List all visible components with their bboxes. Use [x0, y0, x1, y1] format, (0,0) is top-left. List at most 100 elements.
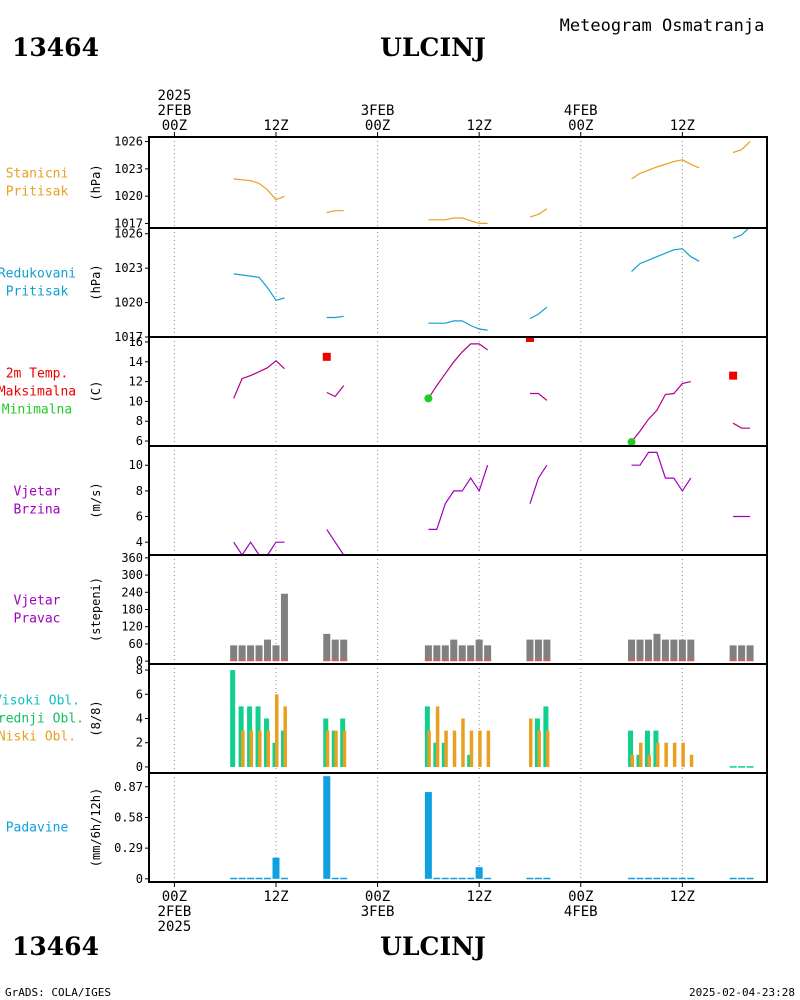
wind-dir-bar [264, 639, 272, 662]
y-tick-label: 8 [136, 663, 143, 677]
panel-wind-speed: 4 6 8 10 (m/s) Vjetar Brzina [14, 445, 768, 556]
precip-bar [644, 877, 652, 880]
y-tick-label: 1017 [114, 216, 143, 230]
low-cloud-bar [537, 730, 541, 767]
precip-bar [670, 877, 678, 880]
precip-bar [280, 877, 288, 880]
station-id-top: 13464 [12, 33, 99, 62]
x-tick-label-top: 12Z [670, 118, 695, 134]
y-tick-label: 300 [121, 568, 143, 582]
series-line [326, 385, 345, 398]
x-tick-label-top: 12Z [467, 118, 492, 134]
series-line [326, 529, 345, 555]
series-line [233, 541, 285, 555]
y-tick-label: 0 [136, 760, 143, 774]
precip-bar [441, 877, 449, 880]
series-line [326, 315, 344, 319]
precip-bar [433, 877, 441, 880]
precip-bar [687, 877, 695, 880]
panel-label: Niski Obl. [0, 730, 76, 745]
y-tick-label: 180 [121, 603, 143, 617]
low-cloud-bar [274, 694, 279, 767]
precip-bar [323, 776, 331, 879]
wind-dir-bar [670, 639, 678, 662]
precip-bar [475, 867, 483, 879]
min-temp-marker [627, 438, 636, 446]
wind-dir-bar [543, 639, 551, 662]
low-cloud-bar [427, 730, 431, 767]
low-cloud-bar [647, 754, 651, 767]
station-name-bottom: ULCINJ [380, 932, 486, 961]
high-cloud-bar [628, 730, 634, 767]
wind-dir-bar [450, 639, 458, 662]
low-cloud-bar [266, 730, 271, 767]
panel-label: Vjetar [14, 485, 61, 500]
precip-bar [526, 877, 534, 880]
panel-precipitation: 0 0.29 0.58 0.87 (mm/6h/12h) Padavine [6, 772, 768, 886]
low-cloud-bar [528, 718, 533, 767]
x-tick-label-top: 00Z [162, 118, 187, 134]
y-tick-label: 60 [129, 637, 143, 651]
low-cloud-bar [672, 742, 677, 767]
x-tick-label-top: 3FEB [361, 103, 395, 119]
max-temp-marker [525, 337, 534, 342]
y-tick-label: 4 [136, 712, 143, 726]
low-cloud-bar [461, 718, 465, 767]
wind-dir-bar [433, 645, 441, 662]
series-line [732, 141, 751, 154]
y-tick-label: 14 [129, 355, 143, 369]
y-tick-label: 6 [136, 687, 143, 701]
precip-bar [543, 877, 551, 880]
low-cloud-bar [639, 742, 643, 767]
panel-label: Brzina [14, 503, 61, 518]
series-line [529, 208, 548, 218]
wind-dir-bar [424, 645, 432, 662]
low-cloud-bar [249, 730, 254, 767]
y-tick-label: 120 [121, 620, 143, 634]
low-cloud-bar [241, 730, 245, 767]
panel-station-pressure: 1017 1020 1023 1026 (hPa) Stanicni Pritisak [6, 135, 768, 230]
x-tick-label-bottom: 2FEB [158, 904, 192, 920]
panel-label: Minimalna [2, 403, 72, 418]
high-cloud-bar [230, 670, 236, 767]
low-cloud-bar [486, 730, 491, 767]
low-cloud-bar [283, 706, 287, 767]
panel-label: Stanicni [6, 167, 69, 182]
y-tick-label: 0.87 [114, 780, 143, 794]
x-tick-label-bottom: 12Z [263, 889, 288, 905]
y-tick-label: 8 [136, 484, 143, 498]
wind-dir-bar [644, 639, 652, 662]
precip-bar [661, 877, 669, 880]
precip-bar [331, 877, 339, 880]
y-tick-label: 4 [136, 535, 143, 549]
precip-bar [272, 857, 280, 879]
precip-bar [450, 877, 458, 880]
precip-bar [255, 877, 263, 880]
series-line [428, 217, 488, 224]
x-tick-label-bottom: 2025 [158, 919, 192, 935]
series-line [428, 465, 489, 531]
y-tick-label: 1026 [114, 227, 143, 241]
x-tick-label-top: 4FEB [564, 103, 598, 119]
precip-bar [458, 877, 466, 880]
low-cloud-bar [258, 730, 262, 767]
x-tick-label-top: 00Z [365, 118, 390, 134]
panel-label: Srednji Obl. [0, 712, 84, 727]
station-name-top: ULCINJ [380, 33, 486, 62]
wind-dir-bar [484, 645, 492, 662]
precip-bar [340, 877, 348, 880]
precip-bar [678, 877, 686, 880]
low-cloud-bar [681, 742, 685, 767]
footer-credit: GrADS: COLA/IGES [5, 986, 111, 999]
max-temp-marker [322, 352, 331, 361]
precip-bar [729, 877, 737, 880]
series-line [732, 228, 750, 239]
series-line [529, 464, 548, 504]
low-cloud-bar [689, 754, 694, 767]
series-line [326, 210, 344, 214]
x-tick-label-top: 2FEB [158, 103, 192, 119]
y-tick-label: 0 [136, 872, 143, 886]
panel-label: 2m Temp. [6, 367, 69, 382]
panel-frame [148, 136, 768, 229]
series-line [631, 248, 700, 273]
